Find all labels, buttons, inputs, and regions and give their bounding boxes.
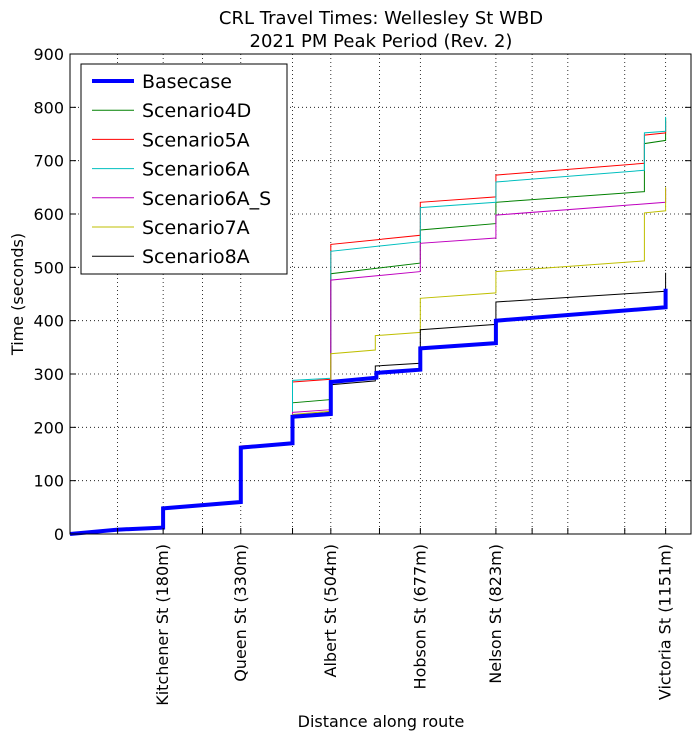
legend-label: Scenario5A [142,129,250,151]
legend-label: Scenario6A_S [142,188,271,210]
y-tick-label: 0 [54,525,64,544]
x-tick-label: Queen St (330m) [231,544,250,682]
chart-title-line-2: 2021 PM Peak Period (Rev. 2) [250,31,513,52]
y-tick-label: 900 [33,45,64,64]
y-tick-label: 500 [33,258,64,277]
legend-label: Scenario4D [142,100,251,122]
legend-label: Scenario6A [142,159,250,181]
y-tick-label: 800 [33,98,64,117]
x-axis-label: Distance along route [298,712,465,731]
x-tick-label: Nelson St (823m) [486,544,505,684]
y-tick-label: 300 [33,365,64,384]
plot-area-frame [69,53,692,535]
x-tick-label: Albert St (504m) [321,544,340,677]
y-axis: 0 100 200 300 400 500 600 700 800 900 [33,45,691,544]
y-tick-label: 700 [33,152,64,171]
x-tick-label: Kitchener St (180m) [153,544,172,706]
chart-title-line-1: CRL Travel Times: Wellesley St WBD [219,8,543,29]
y-tick-label: 200 [33,418,64,437]
legend-label: Scenario7A [142,217,250,239]
legend: Basecase Scenario4D Scenario5A Scenario6A Sc… [80,63,288,275]
y-axis-label: Time (seconds) [8,233,27,356]
x-tick-label: Victoria St (1151m) [656,544,675,700]
series-group [69,116,668,536]
series-line-basecase [69,288,668,536]
y-tick-label: 100 [33,472,64,491]
x-tick-label: Hobson St (677m) [410,544,429,689]
y-tick-label: 600 [33,205,64,224]
y-tick-label: 400 [33,312,64,331]
legend-label: Basecase [142,71,232,93]
x-axis: Kitchener St (180m) Queen St (330m) Albert… [117,528,675,706]
legend-label: Scenario8A [142,246,250,268]
